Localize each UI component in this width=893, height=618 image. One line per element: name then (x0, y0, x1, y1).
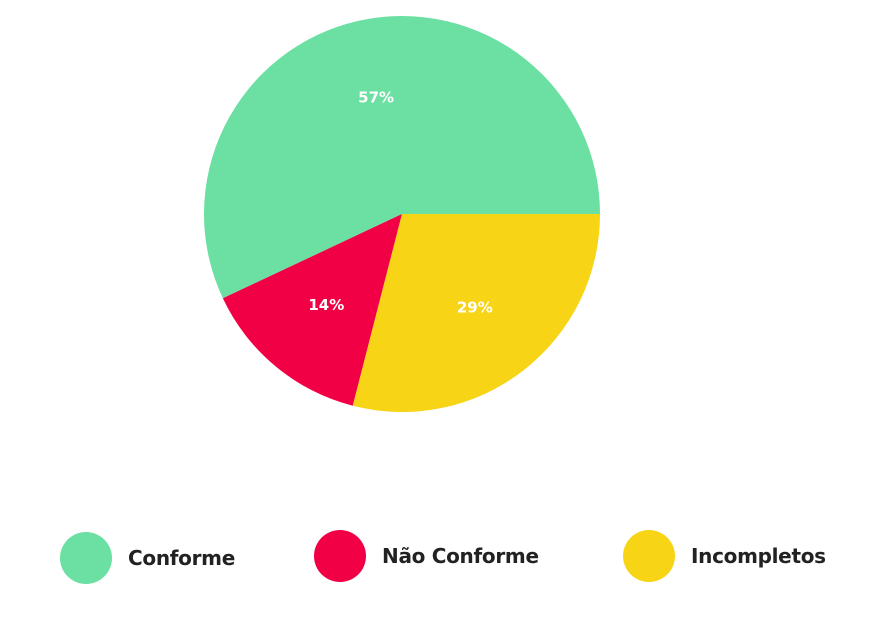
legend-item-nao-conforme: Não Conforme (314, 529, 539, 583)
pie-slice-conforme (204, 16, 600, 299)
legend-label-conforme: Conforme (128, 546, 235, 570)
legend-label-nao-conforme: Não Conforme (382, 544, 539, 568)
legend-item-incompletos: Incompletos (623, 529, 826, 583)
pie-slice-incompletos (352, 214, 600, 413)
legend-swatch-incompletos (623, 530, 675, 582)
slice-label-nao-conforme: 14% (308, 296, 344, 314)
slice-label-incompletos: 29% (457, 298, 493, 316)
legend-item-conforme: Conforme (60, 531, 235, 585)
pie-slice-nao-conforme (222, 214, 402, 406)
slice-label-conforme: 57% (358, 89, 394, 107)
legend-label-incompletos: Incompletos (691, 544, 826, 568)
legend-swatch-conforme (60, 532, 112, 584)
legend-swatch-nao-conforme (314, 530, 366, 582)
